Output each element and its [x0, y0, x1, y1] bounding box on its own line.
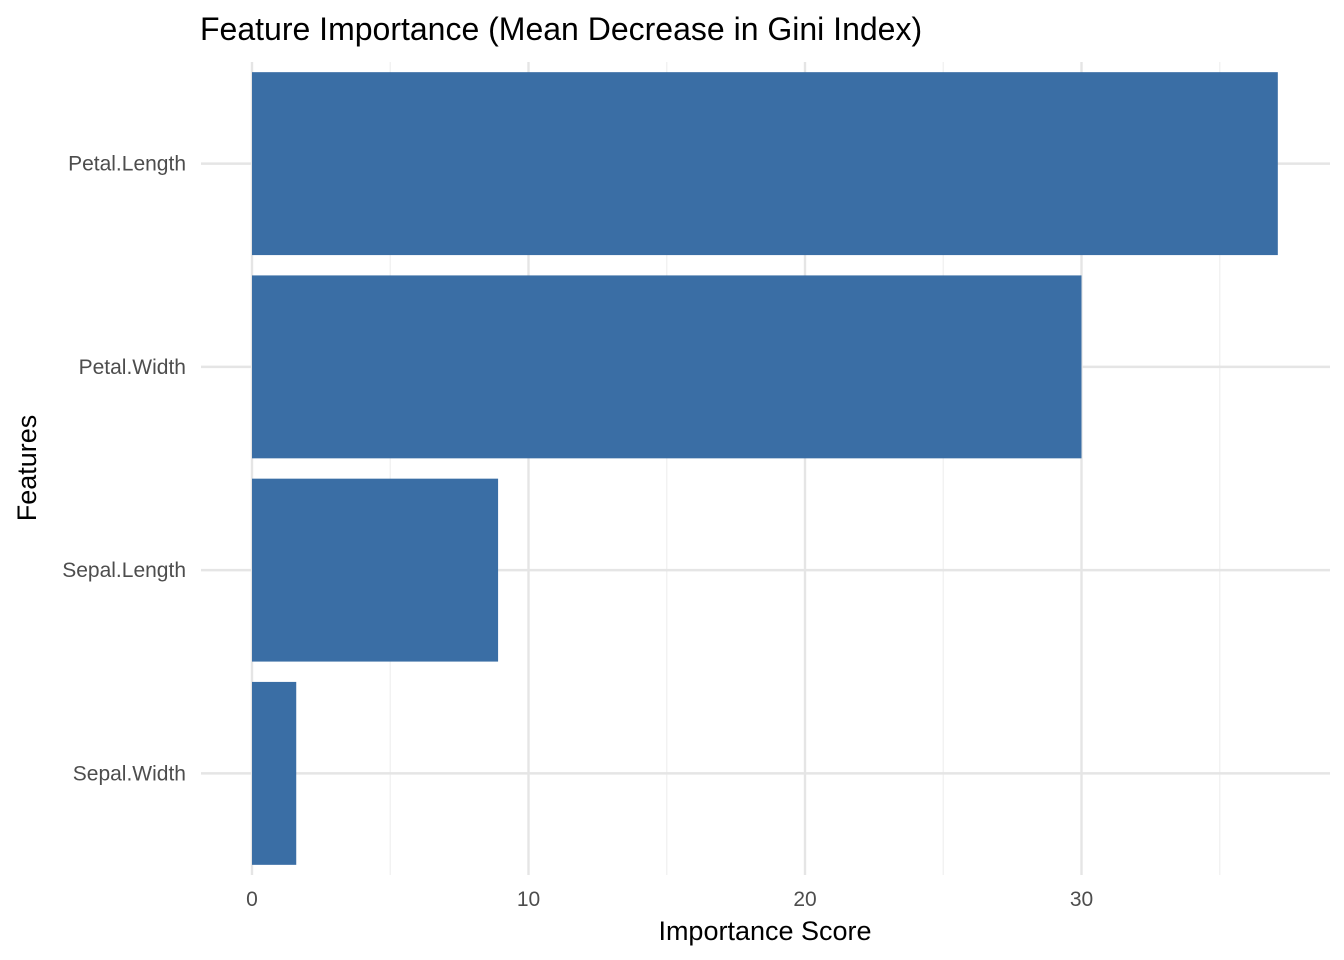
y-tick-label: Petal.Width [79, 356, 186, 379]
bar-sepal-length [252, 478, 499, 662]
x-tick-label: 30 [1070, 888, 1093, 911]
x-axis-title: Importance Score [658, 916, 871, 946]
x-tick-label: 10 [517, 888, 540, 911]
y-axis-title: Features [12, 415, 42, 522]
y-tick-label: Sepal.Length [62, 559, 186, 582]
x-tick-label: 20 [793, 888, 816, 911]
y-tick-label: Petal.Length [68, 153, 186, 176]
x-tick-label: 0 [246, 888, 258, 911]
bars-layer [252, 72, 1278, 865]
labels-layer: Petal.Length Petal.Width Sepal.Length Sepal… [62, 153, 1093, 911]
bar-petal-length [252, 72, 1278, 256]
chart-title: Feature Importance (Mean Decrease in Gin… [200, 11, 922, 47]
y-tick-label: Sepal.Width [73, 762, 186, 785]
bar-sepal-width [252, 681, 297, 865]
bar-petal-width [252, 275, 1082, 459]
